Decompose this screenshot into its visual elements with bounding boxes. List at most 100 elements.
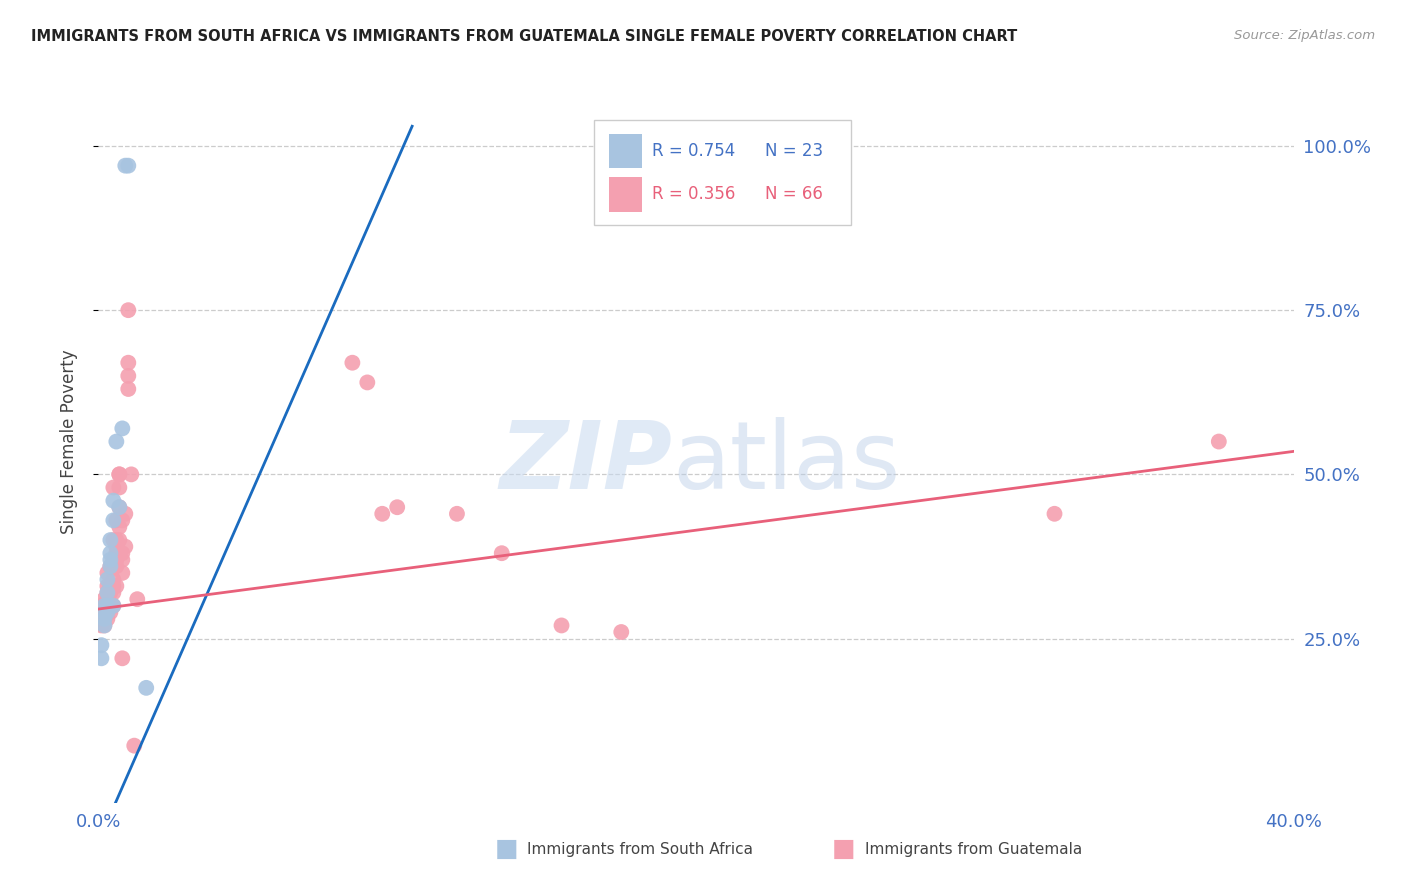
Point (105, 540, 128, 554)
Point (356, 376, 378, 390)
Point (342, 356, 364, 370)
Point (103, 513, 125, 527)
Point (105, 559, 128, 574)
Point (108, 481, 131, 495)
Point (98, 546, 122, 560)
FancyBboxPatch shape (595, 120, 852, 225)
Point (114, 540, 136, 554)
Point (111, 513, 134, 527)
Point (108, 520, 131, 534)
Point (96, 579, 118, 593)
Text: Source: ZipAtlas.com: Source: ZipAtlas.com (1234, 29, 1375, 42)
Point (111, 421, 134, 435)
Text: ■: ■ (495, 838, 517, 861)
Text: ■: ■ (832, 838, 855, 861)
Point (114, 159, 136, 173)
Point (108, 467, 131, 482)
Point (120, 467, 142, 482)
Point (98, 599, 122, 613)
Point (96, 566, 118, 580)
Point (108, 546, 131, 560)
Point (117, 382, 139, 396)
Point (117, 303, 139, 318)
Point (98, 559, 122, 574)
Point (90, 651, 112, 665)
Point (93, 612, 115, 626)
Point (96, 612, 118, 626)
Point (93, 605, 115, 619)
Point (117, 368, 139, 383)
Point (108, 533, 131, 547)
Text: Immigrants from Guatemala: Immigrants from Guatemala (865, 842, 1083, 856)
Point (103, 573, 125, 587)
Point (108, 500, 131, 515)
Point (90, 638, 112, 652)
Point (127, 592, 149, 607)
Point (103, 533, 125, 547)
Point (98, 579, 122, 593)
Point (111, 546, 134, 560)
Text: ZIP: ZIP (499, 417, 672, 509)
Point (90, 605, 112, 619)
Point (108, 467, 131, 482)
Point (446, 507, 468, 521)
Point (98, 605, 122, 619)
Point (610, 625, 633, 640)
Point (105, 579, 128, 593)
Point (93, 618, 115, 632)
Point (117, 159, 139, 173)
Text: IMMIGRANTS FROM SOUTH AFRICA VS IMMIGRANTS FROM GUATEMALA SINGLE FEMALE POVERTY : IMMIGRANTS FROM SOUTH AFRICA VS IMMIGRAN… (31, 29, 1017, 44)
Point (111, 566, 134, 580)
Point (96, 585, 118, 599)
Point (491, 546, 513, 560)
Point (98, 559, 122, 574)
Point (103, 553, 125, 567)
Text: Immigrants from South Africa: Immigrants from South Africa (527, 842, 754, 856)
Point (103, 599, 125, 613)
Point (93, 612, 115, 626)
Point (105, 434, 128, 449)
Point (96, 573, 118, 587)
Point (98, 553, 122, 567)
Point (1043, 507, 1066, 521)
Text: R = 0.356: R = 0.356 (652, 186, 735, 203)
Point (93, 599, 115, 613)
Bar (609, 134, 643, 169)
Point (96, 599, 118, 613)
Point (114, 507, 136, 521)
Point (93, 605, 115, 619)
Text: N = 23: N = 23 (765, 142, 824, 160)
Point (105, 546, 128, 560)
Point (124, 739, 146, 753)
Point (96, 592, 118, 607)
Bar (609, 178, 643, 211)
Point (105, 533, 128, 547)
Point (96, 599, 118, 613)
Point (90, 612, 112, 626)
Point (98, 585, 122, 599)
Point (96, 605, 118, 619)
Point (371, 507, 394, 521)
Point (103, 585, 125, 599)
Point (103, 493, 125, 508)
Point (98, 533, 122, 547)
Point (111, 553, 134, 567)
Point (1208, 434, 1230, 449)
Text: R = 0.754: R = 0.754 (652, 142, 735, 160)
Point (93, 592, 115, 607)
Point (90, 599, 112, 613)
Point (117, 356, 139, 370)
Text: atlas: atlas (672, 417, 900, 509)
Point (385, 500, 409, 515)
Point (93, 618, 115, 632)
Point (111, 651, 134, 665)
Point (105, 553, 128, 567)
Point (550, 618, 572, 632)
Point (96, 585, 118, 599)
Point (103, 481, 125, 495)
Point (103, 599, 125, 613)
Point (108, 500, 131, 515)
Point (93, 599, 115, 613)
Y-axis label: Single Female Poverty: Single Female Poverty (59, 350, 77, 533)
Point (103, 579, 125, 593)
